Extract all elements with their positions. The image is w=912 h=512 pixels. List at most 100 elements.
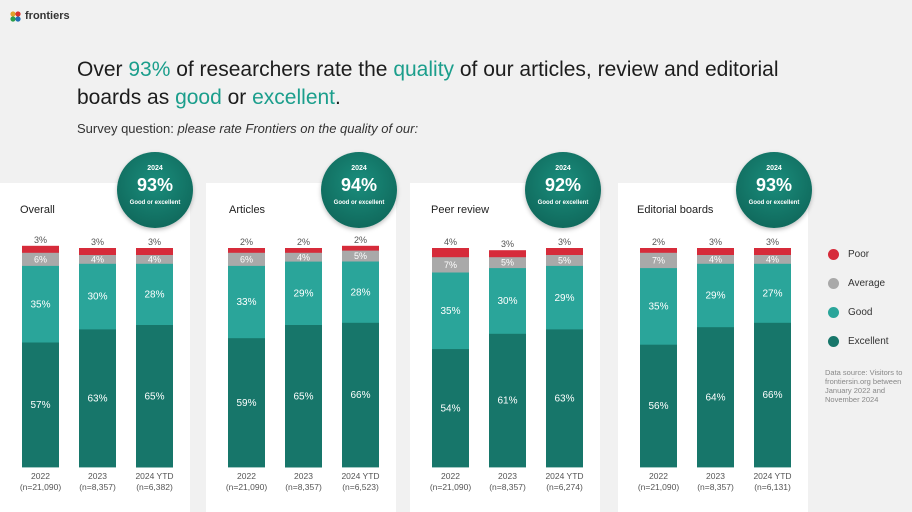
sample-size-label: (n=21,090) xyxy=(226,482,268,492)
headline-text: of our articles, review and editorial bo… xyxy=(77,58,779,109)
legend-swatch xyxy=(828,278,839,289)
bar-segment-good xyxy=(697,263,734,328)
data-label-poor: 3% xyxy=(558,237,571,247)
x-tick-label: 2024 YTD xyxy=(135,471,173,481)
bar-segment-poor xyxy=(136,248,173,255)
data-source-note: Data source: Visitors to frontiersin.org… xyxy=(825,368,903,404)
bar-segment-average xyxy=(79,254,116,264)
summary-badge: 2024 92% Good or excellent xyxy=(525,152,601,228)
data-label-average: 7% xyxy=(652,256,665,266)
bar-segment-excellent xyxy=(432,348,469,468)
bar-segment-average xyxy=(640,252,677,269)
legend-item-poor: Poor xyxy=(828,240,889,269)
bar-segment-average xyxy=(22,252,59,266)
bar-segment-excellent xyxy=(136,324,173,468)
badge-value: 93% xyxy=(136,175,174,195)
legend-item-good: Good xyxy=(828,298,889,327)
badge-year: 2024 xyxy=(766,165,782,172)
headline-text: of researchers rate the xyxy=(170,58,394,81)
summary-badge: 2024 94% Good or excellent xyxy=(321,152,397,228)
data-label-good: 35% xyxy=(440,306,460,317)
data-label-excellent: 65% xyxy=(293,391,313,402)
badge-year: 2024 xyxy=(351,165,367,172)
data-label-poor: 2% xyxy=(240,237,253,247)
chart-title: Peer review xyxy=(431,204,490,216)
badge-value: 92% xyxy=(544,175,582,195)
sample-size-label: (n=21,090) xyxy=(20,482,62,492)
bar-segment-good xyxy=(432,272,469,350)
headline-highlight: good xyxy=(175,86,222,109)
data-label-excellent: 63% xyxy=(554,394,574,405)
data-label-average: 4% xyxy=(297,252,310,262)
data-label-average: 7% xyxy=(444,260,457,270)
bar-segment-poor xyxy=(640,248,677,253)
legend: Poor Average Good Excellent xyxy=(828,240,889,356)
brand-name: frontiers xyxy=(25,10,70,22)
data-label-excellent: 61% xyxy=(497,396,517,407)
sample-size-label: (n=21,090) xyxy=(430,482,472,492)
data-label-good: 30% xyxy=(497,296,517,307)
legend-swatch xyxy=(828,336,839,347)
sample-size-label: (n=8,357) xyxy=(489,482,526,492)
bar-segment-good xyxy=(640,267,677,345)
bar-segment-average xyxy=(546,254,583,266)
legend-label: Average xyxy=(848,278,886,289)
summary-badge: 2024 93% Good or excellent xyxy=(736,152,812,228)
x-tick-label: 2023 xyxy=(88,471,107,481)
bar-segment-excellent xyxy=(754,322,791,468)
data-label-good: 28% xyxy=(144,290,164,301)
data-label-poor: 3% xyxy=(34,235,47,245)
data-label-average: 4% xyxy=(709,255,722,265)
bar-segment-poor xyxy=(489,250,526,258)
data-label-excellent: 54% xyxy=(440,403,460,414)
x-tick-label: 2023 xyxy=(706,471,725,481)
data-label-average: 4% xyxy=(148,255,161,265)
bar-segment-average xyxy=(697,254,734,264)
data-label-poor: 3% xyxy=(709,237,722,247)
bar-segment-average xyxy=(285,252,322,262)
badge-value: 94% xyxy=(340,175,378,195)
bar-segment-good xyxy=(79,263,116,330)
chart-panel-overall: Overall 57% 35% 6% 3% 2022 (n=21,090) 63% 30% 4%… xyxy=(0,183,190,512)
data-label-average: 6% xyxy=(240,254,253,264)
headline-text: . xyxy=(335,86,341,109)
legend-item-average: Average xyxy=(828,269,889,298)
data-label-excellent: 64% xyxy=(705,392,725,403)
bar-segment-excellent xyxy=(342,322,379,468)
sample-size-label: (n=8,357) xyxy=(697,482,734,492)
bar-segment-good xyxy=(228,265,265,339)
data-label-excellent: 59% xyxy=(236,398,256,409)
legend-item-excellent: Excellent xyxy=(828,327,889,356)
x-tick-label: 2022 xyxy=(237,471,256,481)
x-tick-label: 2024 YTD xyxy=(341,471,379,481)
data-label-poor: 3% xyxy=(501,239,514,249)
data-label-excellent: 63% xyxy=(87,394,107,405)
bar-segment-poor xyxy=(697,248,734,255)
data-label-good: 35% xyxy=(648,302,668,313)
data-label-good: 29% xyxy=(554,293,574,304)
badge-label: Good or excellent xyxy=(129,200,181,206)
bar-segment-excellent xyxy=(285,324,322,468)
headline-text: Over xyxy=(77,58,129,81)
bar-segment-poor xyxy=(754,248,791,255)
legend-label: Poor xyxy=(848,249,870,260)
badge-label: Good or excellent xyxy=(333,200,385,206)
data-label-poor: 2% xyxy=(354,235,367,245)
chart-panel-peer-review: Peer review 54% 35% 7% 4% 2022 (n=21,090) 61% 3… xyxy=(410,183,600,512)
bar-segment-poor xyxy=(546,248,583,255)
summary-badge: 2024 93% Good or excellent xyxy=(117,152,193,228)
headline-highlight: quality xyxy=(393,58,455,81)
bar-segment-average xyxy=(432,256,469,273)
bar-segment-poor xyxy=(22,245,59,253)
data-label-poor: 3% xyxy=(148,237,161,247)
stacked-bar-chart: 56%35%7%2%2022(n=21,090)64%29%4%3%2023(n… xyxy=(638,237,792,492)
bar-segment-good xyxy=(285,261,322,325)
bar-segment-average xyxy=(754,254,791,264)
data-label-good: 29% xyxy=(705,291,725,302)
data-label-poor: 4% xyxy=(444,237,457,247)
sample-size-label: (n=8,357) xyxy=(79,482,116,492)
bar-segment-average xyxy=(136,254,173,264)
chart-panel-articles: Articles 59% 33% 6% 2% 2022 (n=21,090) 65% 29% 4… xyxy=(206,183,396,512)
data-label-excellent: 66% xyxy=(350,390,370,401)
legend-swatch xyxy=(828,249,839,260)
